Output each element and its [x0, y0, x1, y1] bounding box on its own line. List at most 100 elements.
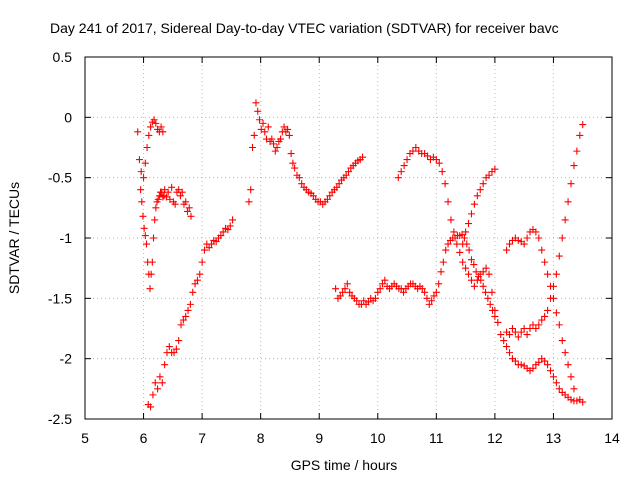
data-point: [437, 268, 445, 276]
data-point: [250, 131, 258, 139]
data-point: [482, 288, 490, 296]
data-point: [141, 232, 149, 240]
data-point: [425, 300, 433, 308]
data-point: [400, 162, 408, 170]
data-point: [149, 391, 157, 399]
data-point: [336, 292, 344, 300]
data-point: [360, 297, 368, 305]
data-point: [555, 385, 563, 393]
data-point: [467, 276, 475, 284]
data-point: [497, 331, 505, 339]
data-point: [335, 180, 343, 188]
data-point: [538, 246, 546, 254]
data-point: [552, 379, 560, 387]
data-point: [552, 309, 560, 317]
data-point: [271, 147, 279, 155]
data-point: [273, 144, 281, 151]
data-point: [535, 234, 543, 242]
data-point: [520, 240, 528, 248]
data-point: [442, 246, 450, 254]
data-point: [176, 192, 184, 200]
data-point: [535, 321, 543, 329]
data-point: [567, 180, 575, 188]
data-point: [462, 228, 470, 236]
data-point: [270, 140, 278, 148]
series-satellite-c: [144, 216, 237, 411]
data-point: [148, 258, 156, 266]
data-point: [359, 153, 367, 161]
data-point: [486, 300, 494, 308]
data-point: [462, 264, 470, 272]
data-point: [146, 285, 154, 293]
data-point: [137, 186, 145, 194]
data-point: [261, 128, 269, 136]
data-point: [152, 204, 160, 212]
data-point: [412, 144, 420, 151]
data-point: [277, 135, 285, 143]
data-point: [532, 228, 540, 236]
data-point: [154, 195, 162, 203]
data-point: [435, 159, 443, 167]
data-point: [255, 116, 263, 124]
data-point: [374, 288, 382, 296]
data-point: [157, 123, 165, 131]
data-point: [467, 210, 475, 218]
x-tick-label: 9: [315, 430, 323, 446]
data-point: [432, 156, 440, 164]
data-point: [159, 193, 167, 201]
data-point: [147, 270, 155, 278]
data-point: [514, 333, 522, 341]
data-point: [418, 285, 426, 293]
data-point: [135, 156, 143, 164]
data-point: [323, 195, 331, 203]
data-point: [508, 325, 516, 332]
data-point: [459, 258, 467, 266]
data-point: [547, 367, 555, 375]
data-point: [151, 216, 159, 224]
data-point: [400, 288, 408, 296]
x-tick-labels: 5 6 7 8 9 10 11 12 13 14: [81, 430, 620, 446]
data-point: [166, 195, 174, 203]
data-point: [183, 207, 191, 215]
data-point: [345, 168, 352, 176]
data-point: [287, 150, 295, 158]
data-point: [185, 204, 193, 212]
data-point: [517, 328, 525, 336]
data-point: [150, 116, 158, 124]
data-point: [341, 285, 349, 293]
data-point: [207, 240, 215, 248]
data-point: [482, 264, 490, 272]
data-point: [476, 186, 484, 194]
data-point: [151, 379, 159, 387]
data-point: [378, 280, 386, 288]
data-point: [479, 180, 487, 188]
data-point: [364, 298, 372, 306]
x-tick-label: 13: [546, 430, 562, 446]
data-point: [544, 270, 552, 278]
data-point: [332, 285, 340, 293]
data-point: [409, 147, 417, 155]
data-point: [182, 198, 190, 206]
data-point: [158, 379, 166, 387]
data-point: [226, 222, 234, 230]
data-point: [196, 270, 204, 278]
data-point: [547, 282, 555, 290]
data-point: [506, 349, 514, 357]
data-point: [444, 198, 452, 206]
data-point: [552, 270, 560, 278]
data-point: [453, 240, 461, 248]
data-point: [488, 288, 496, 296]
data-point: [403, 156, 411, 164]
data-point: [147, 403, 155, 411]
data-point: [252, 99, 260, 107]
data-point: [168, 183, 176, 191]
data-point: [511, 328, 519, 336]
data-point: [160, 192, 168, 200]
data-point: [397, 168, 405, 176]
series-satellite-a: [134, 116, 195, 220]
data-point: [164, 188, 172, 196]
data-point: [485, 270, 493, 278]
data-point: [567, 396, 575, 404]
data-point: [549, 373, 557, 381]
data-point: [186, 300, 194, 308]
